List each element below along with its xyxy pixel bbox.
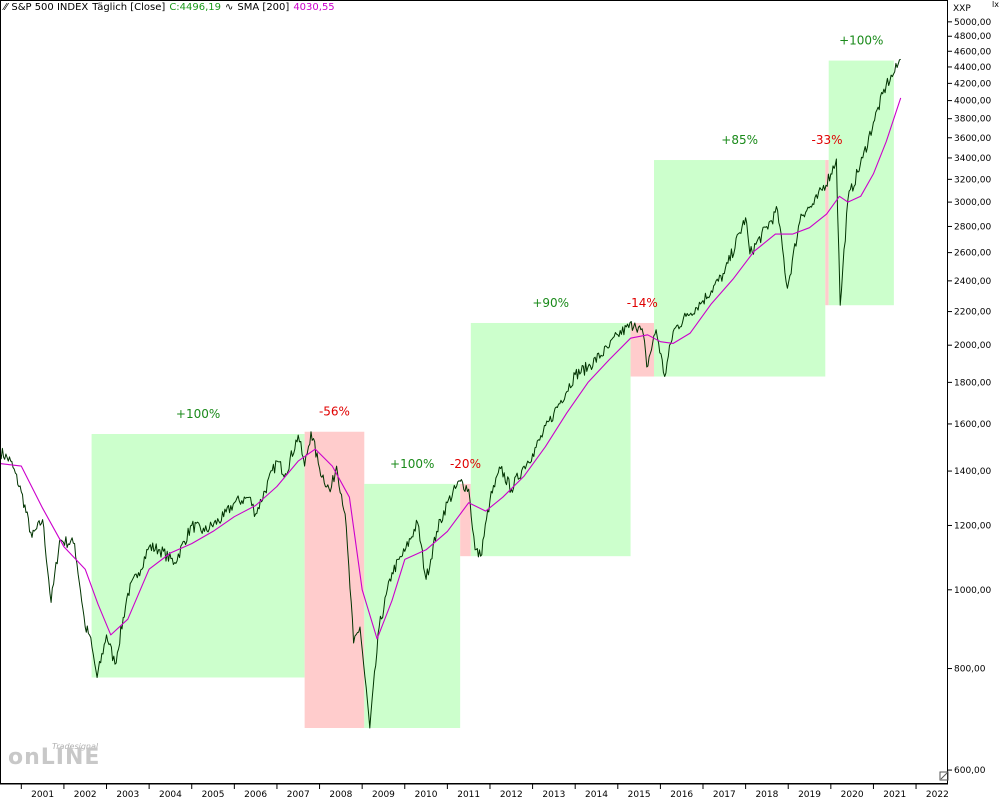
y-tick-label-13: 3000,00 [954, 198, 991, 208]
sma-label: SMA [200] [237, 2, 290, 13]
x-tick-label-22: 2022 [926, 790, 949, 800]
x-tick-label-5: 2005 [202, 790, 225, 800]
y-tick-label-17: 3800,00 [954, 115, 991, 125]
x-tick-label-16: 2016 [670, 790, 693, 800]
y-tick-label-7: 1800,00 [954, 378, 991, 388]
x-tick-label-20: 2020 [841, 790, 864, 800]
y-tick-label-5: 1400,00 [954, 467, 991, 477]
x-tick-label-12: 2012 [500, 790, 523, 800]
rally-label-7: +85% [721, 133, 758, 147]
drawdown-label-2: -56% [319, 405, 350, 419]
y-tick-label-6: 1600,00 [954, 420, 991, 430]
sma-line-icon: ∿ [225, 2, 234, 13]
y-tick-label-19: 4200,00 [954, 79, 991, 89]
y-tick-label-18: 4000,00 [954, 97, 991, 107]
chart-title: S&P 500 INDEX [11, 2, 89, 13]
drawdown-region-8 [825, 160, 829, 306]
drawdown-label-6: -14% [627, 296, 658, 310]
series-layer [0, 58, 902, 729]
period-label: Täglich [Close] [92, 2, 166, 13]
rally-label-3: +100% [390, 457, 434, 471]
y-tick-label-22: 4800,00 [954, 32, 991, 42]
x-tick-label-17: 2017 [713, 790, 736, 800]
price-series-line [0, 58, 901, 729]
performance-regions [91, 60, 894, 728]
x-tick-label-3: 2003 [116, 790, 139, 800]
x-axis: 2001 2002 2003 2004 2005 2006 2007 2008 2009 2010… [20, 784, 949, 800]
y-tick-label-1: 600,00 [954, 766, 986, 776]
y-tick-label-8: 2000,00 [954, 341, 991, 351]
y-tick-label-4: 1200,00 [954, 521, 991, 531]
x-tick-label-13: 2013 [542, 790, 565, 800]
y-tick-label-23: 5000,00 [954, 18, 991, 28]
rally-region-5 [470, 322, 631, 557]
x-tick-label-2: 2002 [74, 790, 97, 800]
y-tick-label-12: 2800,00 [954, 222, 991, 232]
rally-label-1: +100% [176, 407, 220, 421]
y-tick-label-20: 4400,00 [954, 63, 991, 73]
logo-brand: Tradesignal [52, 742, 99, 751]
tradesignal-logo: Tradesignal onLINE [8, 742, 100, 770]
rally-label-9: +100% [839, 34, 883, 48]
y-axis: 600,00 800,00 1000,00 1200,00 1400,00 1600,00… [948, 18, 991, 776]
y-tick-label-16: 3600,00 [954, 134, 991, 144]
rally-region-7 [654, 160, 826, 377]
drawdown-label-4: -20% [450, 457, 481, 471]
y-tick-label-14: 3200,00 [954, 175, 991, 185]
x-tick-label-1: 2001 [31, 790, 54, 800]
y-tick-label-3: 1000,00 [954, 586, 991, 596]
x-tick-label-18: 2018 [755, 790, 778, 800]
rally-label-5: +90% [532, 296, 569, 310]
x-tick-label-19: 2019 [798, 790, 821, 800]
axis-unit-label: XXP [953, 4, 971, 14]
x-tick-label-11: 2011 [457, 790, 480, 800]
x-tick-label-7: 2007 [287, 790, 310, 800]
sma-value: 4030,55 [293, 2, 335, 13]
rally-region-9 [828, 60, 894, 306]
drawdown-region-4 [460, 483, 471, 557]
corner-mark: lx [992, 0, 999, 9]
x-tick-label-4: 2004 [159, 790, 182, 800]
resize-handle-icon[interactable] [939, 771, 949, 781]
x-tick-label-21: 2021 [883, 790, 906, 800]
performance-labels: +100% -56% +100% -20% +90% -14% +85% -33% +100% [176, 34, 884, 471]
price-line-icon: ⁄⁄ [4, 2, 8, 13]
x-tick-label-10: 2010 [415, 790, 438, 800]
x-tick-label-6: 2006 [244, 790, 267, 800]
y-tick-label-10: 2400,00 [954, 277, 991, 287]
y-tick-label-11: 2600,00 [954, 249, 991, 259]
chart-header: ⁄⁄ S&P 500 INDEX Täglich [Close] C:4496,19 ∿… [4, 2, 339, 13]
y-tick-label-15: 3400,00 [954, 154, 991, 164]
x-tick-label-8: 2008 [329, 790, 352, 800]
y-tick-label-9: 2200,00 [954, 308, 991, 318]
rally-region-3 [364, 483, 461, 728]
x-tick-label-9: 2009 [372, 790, 395, 800]
sma-series-line [0, 97, 902, 640]
logo-wordmark: onLINE [8, 745, 101, 770]
y-tick-label-21: 4600,00 [954, 47, 991, 57]
y-tick-label-2: 800,00 [954, 665, 986, 675]
x-tick-label-15: 2015 [628, 790, 651, 800]
drawdown-label-8: -33% [811, 133, 842, 147]
x-tick-label-14: 2014 [585, 790, 608, 800]
close-value: C:4496,19 [169, 2, 222, 13]
